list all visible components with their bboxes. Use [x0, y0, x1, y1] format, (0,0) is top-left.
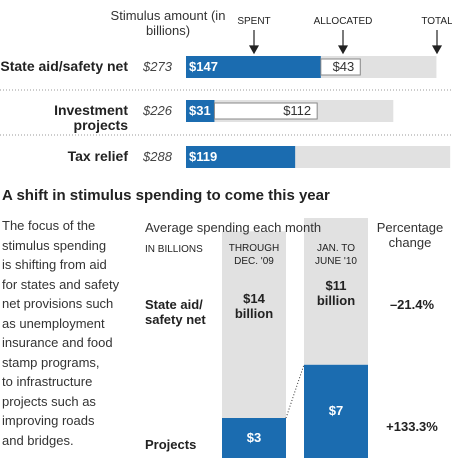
allocated-bar: [213, 102, 318, 120]
projects-bar: [222, 418, 286, 458]
description-line: to infrastructure: [2, 374, 93, 389]
description-line: improving roads: [2, 413, 95, 428]
subtitle: Average spending each month: [145, 220, 322, 235]
description-line: insurance and food: [2, 335, 113, 350]
separators: [0, 89, 452, 136]
column-header: JAN. TO JUNE '10: [315, 243, 357, 267]
category-label: State aid/safety net: [0, 58, 128, 74]
value-label: $11 billion: [316, 278, 356, 308]
total-label: $226: [143, 103, 172, 118]
row-label: Projects: [145, 437, 197, 452]
row-label: State aid/ safety net: [145, 297, 206, 327]
category-label: Investment projects: [54, 102, 128, 133]
spent-bar: [186, 56, 321, 78]
change-header: Percentage change: [376, 220, 444, 250]
change-label: –21.4%: [389, 297, 435, 312]
spent-label: $31: [189, 103, 211, 118]
spent-bar: [186, 100, 215, 122]
projects-bar: [304, 364, 368, 458]
axis-label: Stimulus amount (in billions): [110, 8, 226, 38]
connector: [285, 364, 305, 419]
description-line: stimulus spending: [2, 237, 107, 253]
allocated-label: $112: [283, 103, 312, 118]
value-label: $14 billion: [234, 291, 274, 322]
arrows: [248, 30, 443, 55]
allocated-label: $43: [332, 59, 355, 74]
state-aid-bar: [222, 231, 286, 418]
legend-label: SPENT: [237, 16, 271, 27]
spent-label: $119: [189, 149, 218, 164]
allocated-bar: [320, 58, 361, 76]
unit-label: IN BILLIONS: [145, 244, 203, 255]
description-line: projects such as: [2, 393, 96, 409]
value-label: $3: [246, 430, 262, 445]
state-aid-bar: [304, 218, 368, 365]
description-line: The focus of the: [2, 218, 96, 233]
change-label: +133.3%: [386, 419, 438, 434]
legend-label: TOTAL: [421, 16, 452, 27]
total-label: $273: [143, 59, 172, 74]
description-line: as unemployment: [2, 315, 105, 331]
spent-label: $147: [189, 59, 218, 74]
value-label: $7: [328, 403, 344, 419]
category-label: Tax relief: [67, 148, 128, 164]
spent-bar: [186, 146, 296, 168]
description-line: for states and safety: [2, 276, 120, 292]
legend-label: ALLOCATED: [313, 16, 373, 27]
description-line: is shifting from aid: [2, 257, 107, 272]
column-header: THROUGH DEC. '09: [228, 243, 280, 267]
description-line: stamp programs,: [2, 354, 100, 370]
description-line: net provisions such: [2, 296, 114, 311]
total-label: $288: [143, 149, 172, 164]
description-line: and bridges.: [2, 432, 74, 448]
section-title: A shift in stimulus spending to come thi…: [2, 187, 330, 204]
